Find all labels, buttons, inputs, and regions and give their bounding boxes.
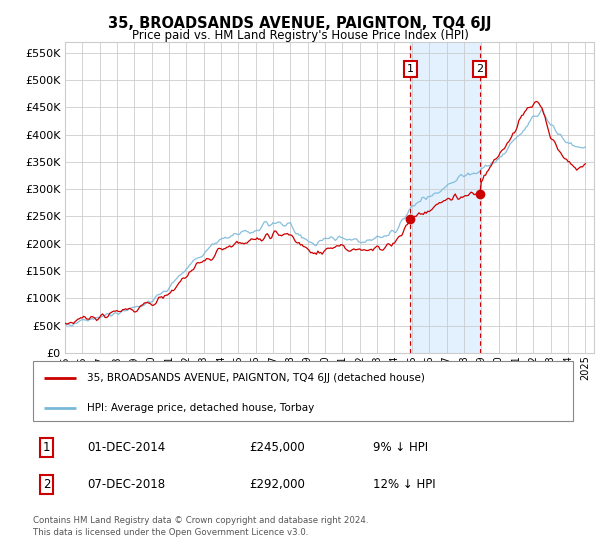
Text: 1: 1: [43, 441, 50, 454]
Text: 35, BROADSANDS AVENUE, PAIGNTON, TQ4 6JJ (detached house): 35, BROADSANDS AVENUE, PAIGNTON, TQ4 6JJ…: [87, 372, 425, 382]
Text: £245,000: £245,000: [249, 441, 305, 454]
Text: 2: 2: [43, 478, 50, 491]
Text: 35, BROADSANDS AVENUE, PAIGNTON, TQ4 6JJ: 35, BROADSANDS AVENUE, PAIGNTON, TQ4 6JJ: [108, 16, 492, 31]
Text: 9% ↓ HPI: 9% ↓ HPI: [373, 441, 428, 454]
FancyBboxPatch shape: [33, 361, 573, 421]
Text: 12% ↓ HPI: 12% ↓ HPI: [373, 478, 436, 491]
Text: Price paid vs. HM Land Registry's House Price Index (HPI): Price paid vs. HM Land Registry's House …: [131, 29, 469, 42]
Text: 07-DEC-2018: 07-DEC-2018: [87, 478, 165, 491]
Text: HPI: Average price, detached house, Torbay: HPI: Average price, detached house, Torb…: [87, 403, 314, 413]
Text: £292,000: £292,000: [249, 478, 305, 491]
Text: Contains HM Land Registry data © Crown copyright and database right 2024.
This d: Contains HM Land Registry data © Crown c…: [33, 516, 368, 537]
Bar: [410, 42, 480, 353]
Text: 1: 1: [407, 64, 414, 74]
Text: 01-DEC-2014: 01-DEC-2014: [87, 441, 165, 454]
Text: 2: 2: [476, 64, 484, 74]
